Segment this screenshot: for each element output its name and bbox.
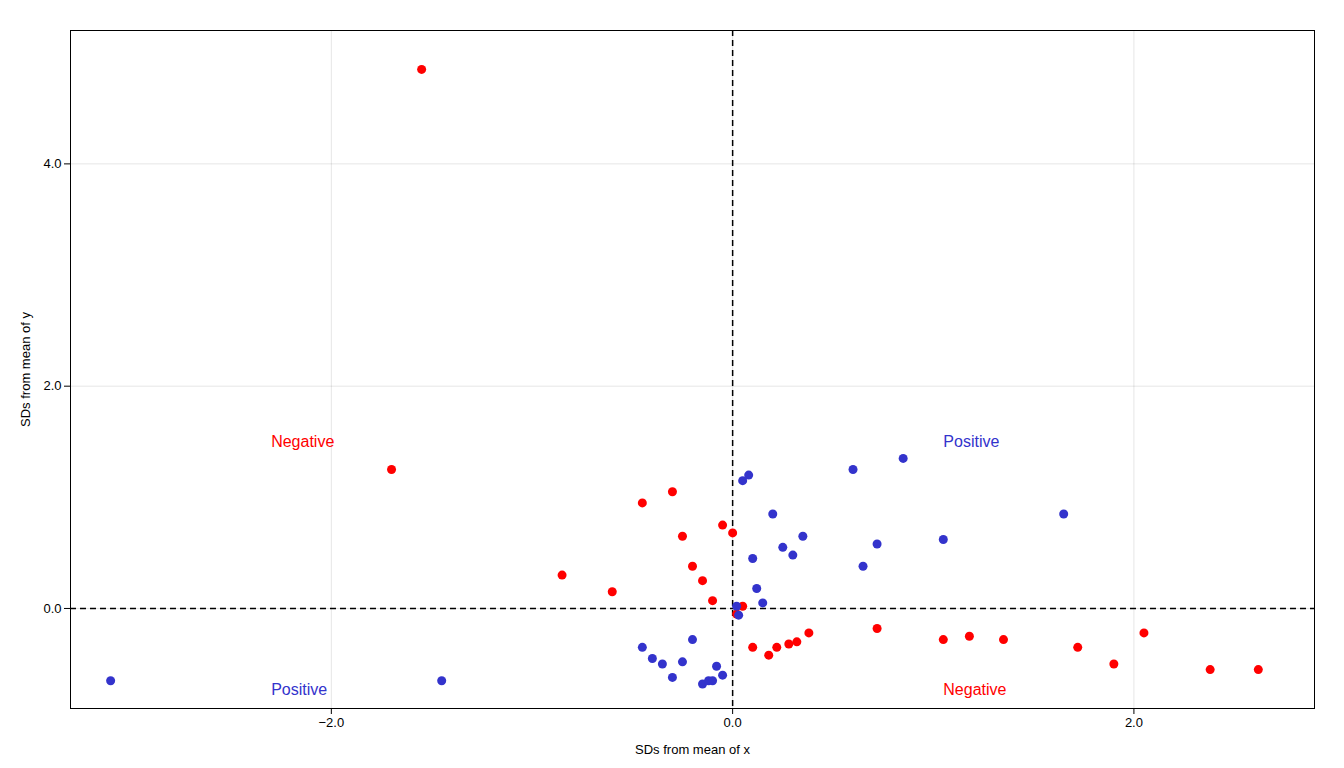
svg-text:2.0: 2.0 <box>43 378 61 393</box>
svg-text:SDs from mean of x: SDs from mean of x <box>635 742 750 757</box>
svg-text:Negative: Negative <box>943 681 1006 698</box>
svg-text:0.0: 0.0 <box>43 601 61 616</box>
svg-text:4.0: 4.0 <box>43 156 61 171</box>
svg-text:Positive: Positive <box>943 433 999 450</box>
svg-text:SDs from mean of y: SDs from mean of y <box>18 312 33 427</box>
svg-text:2.0: 2.0 <box>1125 715 1143 730</box>
svg-text:−2.0: −2.0 <box>319 715 345 730</box>
svg-text:0.0: 0.0 <box>724 715 742 730</box>
svg-text:Negative: Negative <box>271 433 334 450</box>
svg-text:Positive: Positive <box>271 681 327 698</box>
